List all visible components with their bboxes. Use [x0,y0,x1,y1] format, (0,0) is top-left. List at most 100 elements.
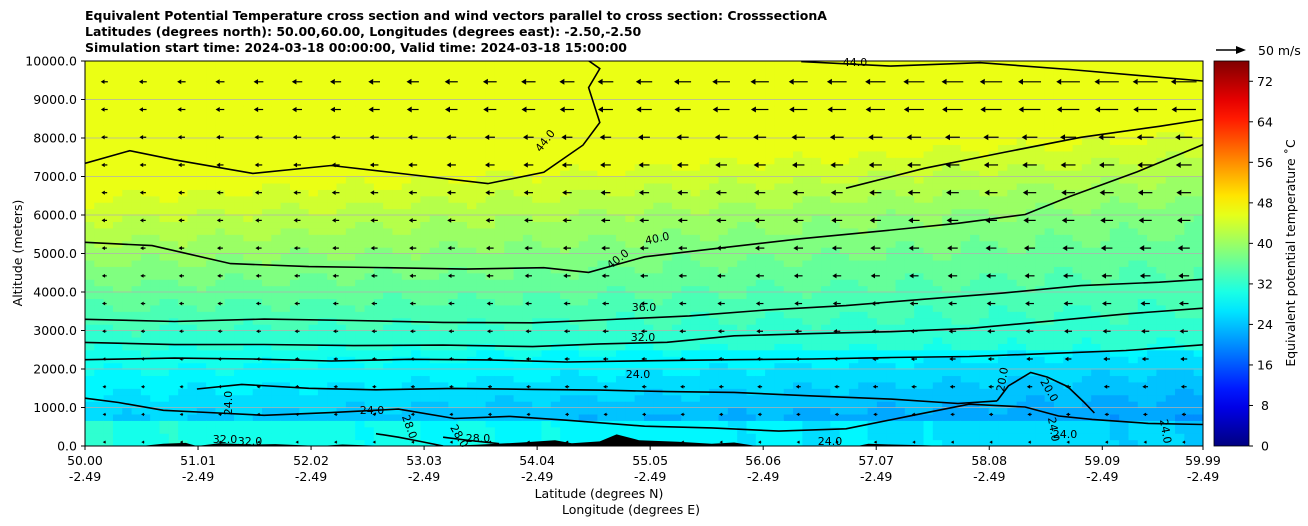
field-cell [262,240,272,248]
field-cell [345,439,356,446]
field-cell [588,73,599,81]
field-cell [774,413,785,421]
field-cell [783,208,794,216]
field-cell [345,304,356,312]
field-cell [271,285,282,293]
field-cell [289,144,300,152]
field-cell [699,157,710,165]
field-cell [411,215,421,223]
field-cell [671,86,682,94]
field-cell [513,285,524,293]
field-cell [373,227,384,235]
field-cell [588,221,599,229]
field-cell [634,330,645,338]
field-cell [373,292,384,300]
field-cell [765,311,776,319]
chart-title-line-3: Simulation start time: 2024-03-18 00:00:… [85,40,627,55]
field-cell [429,61,440,69]
field-cell [355,176,366,184]
field-cell [196,215,207,223]
field-cell [411,381,421,389]
field-cell [662,118,673,126]
field-cell [206,144,217,152]
field-cell [196,138,207,146]
field-cell [634,144,645,152]
field-cell [690,420,701,428]
field-cell [848,227,859,235]
field-cell [140,86,151,94]
field-cell [588,215,599,223]
field-cell [420,247,431,255]
field-cell [94,381,105,389]
field-cell [522,86,533,94]
field-cell [103,73,114,81]
field-cell [634,336,645,344]
field-cell [718,67,729,75]
field-cell [187,118,198,126]
field-cell [709,259,720,267]
field-cell [541,105,552,113]
field-cell [243,369,254,377]
field-cell [578,413,589,421]
field-cell [94,202,105,210]
field-cell [737,150,748,158]
field-cell [765,240,776,248]
field-cell [494,381,505,389]
field-cell [541,356,552,364]
field-cell [364,413,375,421]
field-cell [122,292,133,300]
field-cell [671,336,682,344]
field-cell [597,433,608,441]
field-cell [364,336,375,344]
field-cell [718,170,729,178]
field-cell [848,311,859,319]
field-cell [569,125,580,133]
field-cell [215,247,226,255]
field-cell [94,86,105,94]
field-cell [122,125,133,133]
field-cell [168,292,179,300]
field-cell [289,227,300,235]
field-cell [289,388,300,396]
field-cell [224,105,235,113]
field-cell [811,240,822,248]
field-cell [243,292,254,300]
field-cell [327,349,338,357]
field-cell [578,401,589,409]
field-cell [131,138,142,146]
field-cell [457,189,468,197]
field-cell [476,349,487,357]
field-cell [494,144,505,152]
field-cell [774,144,785,152]
field-cell [140,426,151,434]
field-cell [122,80,133,88]
field-cell [616,279,626,287]
field-cell [94,189,105,197]
field-cell [196,86,207,94]
field-cell [140,80,151,88]
field-cell [317,221,328,229]
field-cell [345,247,356,255]
field-cell [308,208,319,216]
field-cell [448,259,459,267]
field-cell [494,195,505,203]
field-cell [476,375,487,383]
field-cell [196,67,207,75]
field-cell [131,176,142,184]
field-cell [159,433,170,441]
field-cell [317,272,328,280]
field-cell [671,362,682,370]
field-cell [289,426,300,434]
field-cell [234,324,244,332]
field-cell [168,99,179,107]
field-cell [466,144,477,152]
field-cell [839,336,850,344]
field-cell [243,394,254,402]
field-cell [848,208,859,216]
field-cell [560,234,571,242]
field-cell [271,311,282,319]
field-cell [336,266,347,274]
field-cell [150,150,161,158]
field-cell [625,170,636,178]
field-cell [560,381,571,389]
